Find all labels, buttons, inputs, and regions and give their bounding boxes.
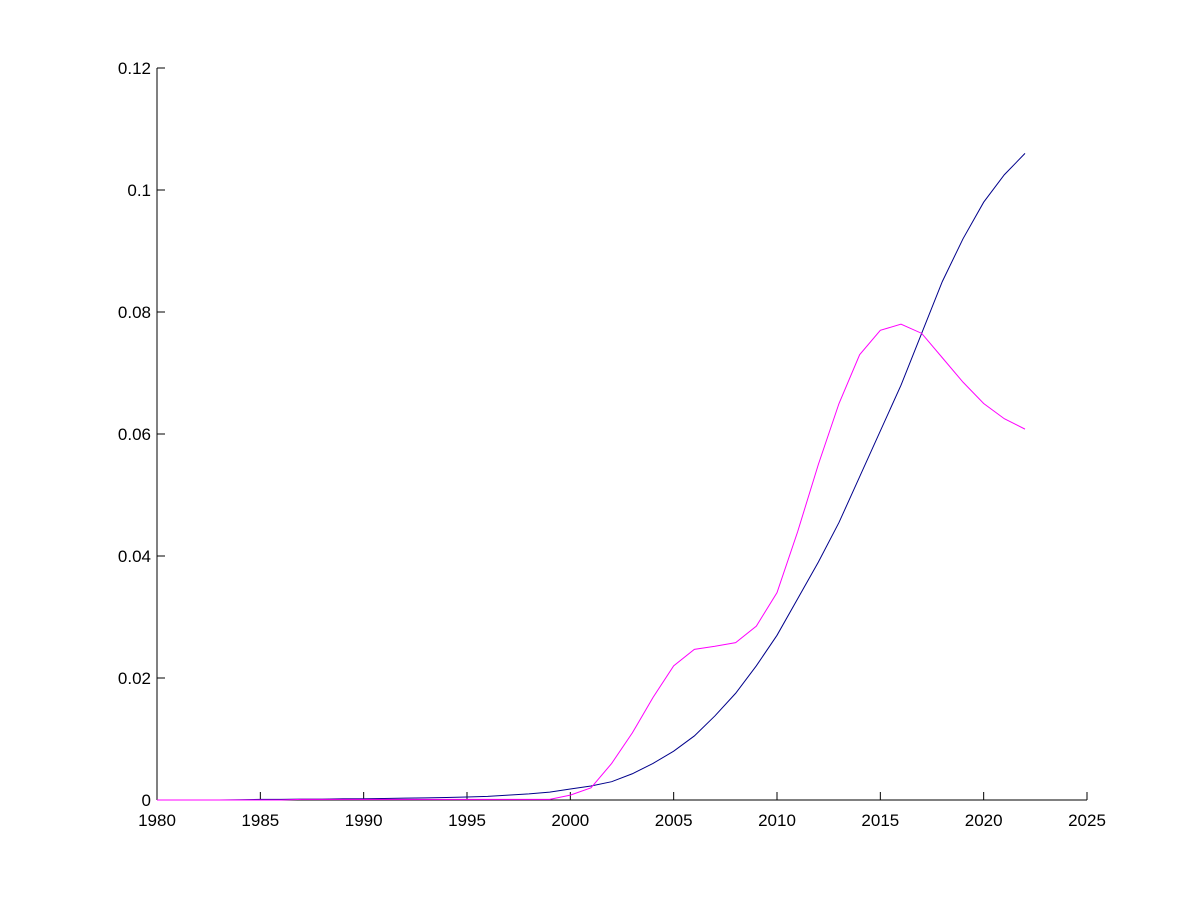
data-line bbox=[157, 323, 1026, 801]
y-tick-label: 0.1 bbox=[127, 181, 151, 200]
y-tick-label: 0.02 bbox=[118, 669, 151, 688]
x-tick-label: 2005 bbox=[655, 811, 693, 830]
x-tick-label: 2015 bbox=[861, 811, 899, 830]
y-tick-label: 0.12 bbox=[118, 59, 151, 78]
x-tick-label: 2000 bbox=[551, 811, 589, 830]
x-tick-label: 1990 bbox=[345, 811, 383, 830]
x-tick-label: 2025 bbox=[1068, 811, 1106, 830]
y-tick-label: 0 bbox=[142, 791, 151, 810]
y-tick-label: 0.08 bbox=[118, 303, 151, 322]
y-tick-label: 0.06 bbox=[118, 425, 151, 444]
y-tick-label: 0.04 bbox=[118, 547, 151, 566]
data-line bbox=[157, 153, 1026, 801]
x-tick-label: 2020 bbox=[965, 811, 1003, 830]
x-tick-label: 1980 bbox=[138, 811, 176, 830]
x-tick-label: 1985 bbox=[241, 811, 279, 830]
x-tick-label: 2010 bbox=[758, 811, 796, 830]
x-tick-label: 1995 bbox=[448, 811, 486, 830]
